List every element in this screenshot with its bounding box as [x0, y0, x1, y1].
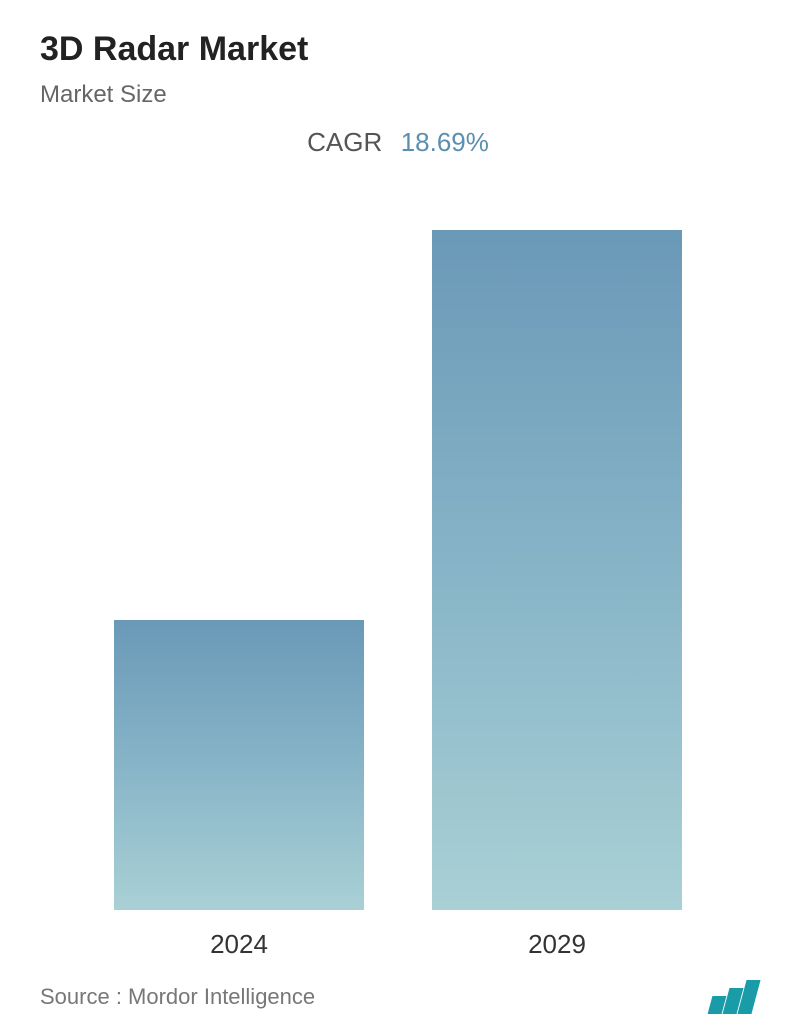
bar-2029 — [432, 230, 682, 910]
bar-wrap-0 — [96, 620, 382, 910]
footer: Source : Mordor Intelligence — [40, 970, 756, 1014]
bar-wrap-1 — [414, 230, 700, 910]
logo-bar-3 — [737, 980, 760, 1014]
x-label-1: 2029 — [414, 929, 700, 960]
bar-2024 — [114, 620, 364, 910]
cagr-label: CAGR — [307, 127, 382, 157]
x-axis-labels: 2024 2029 — [60, 929, 736, 960]
x-label-0: 2024 — [96, 929, 382, 960]
infographic-container: 3D Radar Market Market Size CAGR 18.69% … — [0, 0, 796, 1034]
page-subtitle: Market Size — [40, 81, 756, 109]
cagr-row: CAGR 18.69% — [40, 127, 756, 158]
page-title: 3D Radar Market — [40, 30, 756, 69]
bars-group — [60, 230, 736, 910]
cagr-value: 18.69% — [401, 127, 489, 157]
source-text: Source : Mordor Intelligence — [40, 984, 315, 1010]
mordor-logo-icon — [710, 980, 756, 1014]
bar-chart: 2024 2029 — [60, 178, 736, 960]
